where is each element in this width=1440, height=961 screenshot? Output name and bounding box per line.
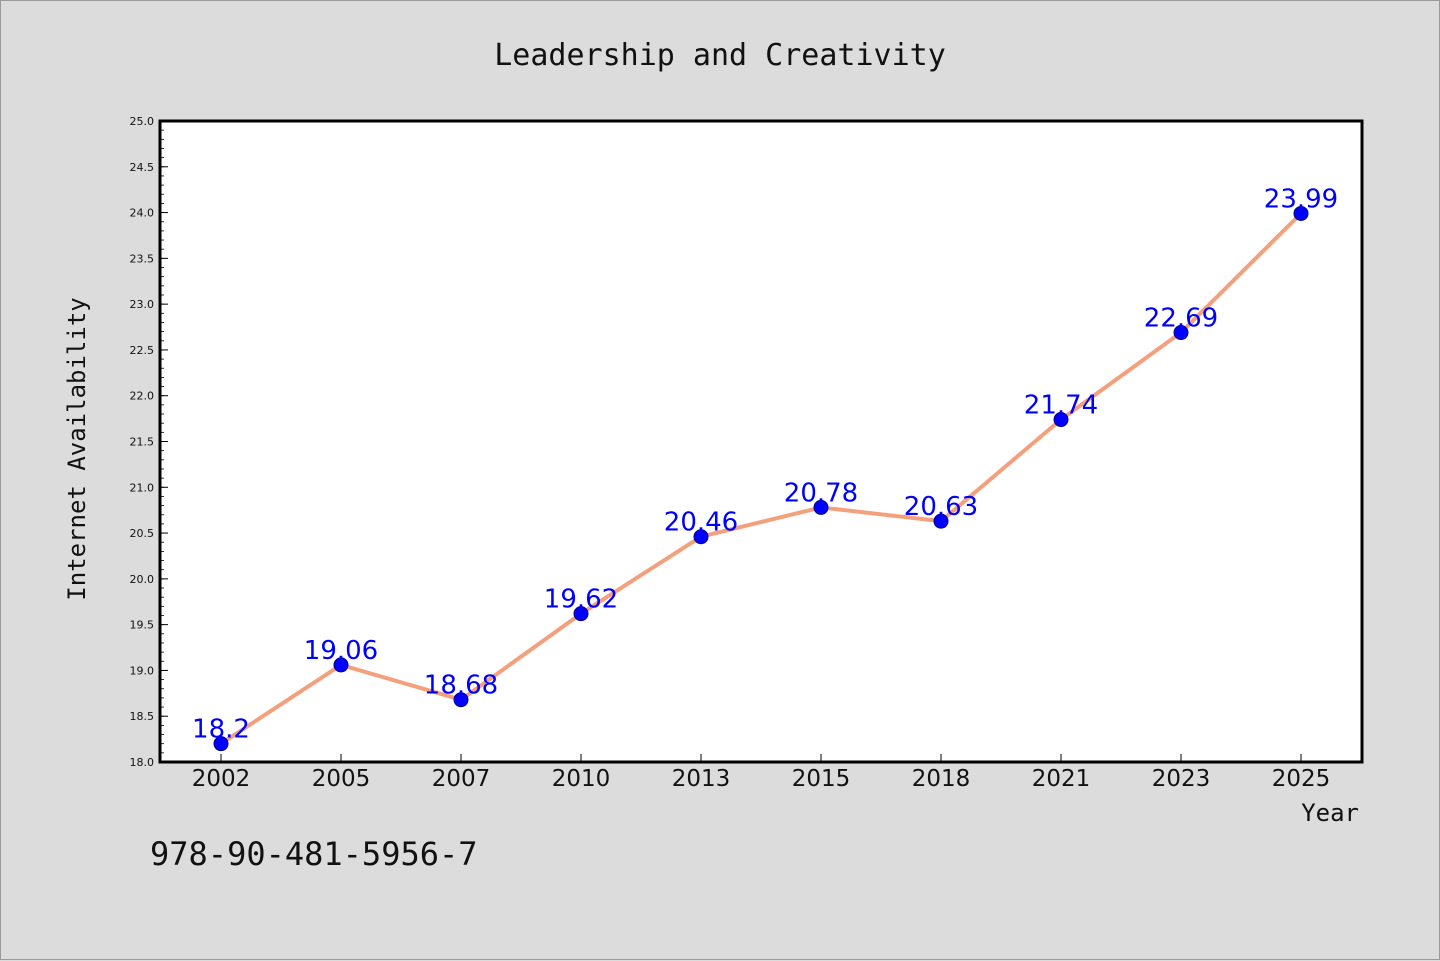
data-label: 18.2	[192, 715, 250, 745]
data-markers	[213, 205, 1309, 752]
y-tick-label: 19.0	[130, 664, 155, 677]
data-label: 19.62	[544, 585, 618, 615]
y-axis-ticks: 18.0 18.5 19.0 19.5 20.0 20.5 21.0 21.5 22.0 22.5…	[130, 115, 168, 769]
data-point	[573, 606, 589, 622]
x-tick-label: 2007	[432, 766, 491, 792]
x-axis-ticks: 2002 2005 2007 2010 2013 2015 2018 2021 2023 2025	[192, 754, 1331, 792]
y-tick-label: 25.0	[130, 115, 155, 128]
x-tick-label: 2010	[552, 766, 611, 792]
data-label: 23.99	[1264, 184, 1338, 214]
data-label: 19.06	[304, 636, 378, 666]
y-tick-label: 20.5	[130, 527, 155, 540]
y-tick-label: 21.0	[130, 481, 155, 494]
x-tick-label: 2021	[1032, 766, 1091, 792]
x-axis-label: Year	[1301, 799, 1359, 827]
data-point	[1053, 412, 1069, 428]
data-labels: 18.2 19.06 18.68 19.62 20.46 20.78 20.63 21.74 2…	[192, 184, 1338, 744]
x-tick-label: 2023	[1152, 766, 1211, 792]
chart-title: Leadership and Creativity	[494, 38, 946, 73]
y-tick-label: 23.5	[130, 252, 155, 265]
data-label: 20.78	[784, 478, 858, 508]
data-point	[453, 692, 469, 708]
x-tick-label: 2025	[1272, 766, 1331, 792]
y-tick-label: 19.5	[130, 619, 155, 632]
plot-area	[160, 121, 1362, 762]
x-tick-label: 2015	[792, 766, 851, 792]
data-label: 21.74	[1024, 391, 1098, 421]
x-tick-label: 2005	[312, 766, 371, 792]
y-tick-label: 23.0	[130, 298, 155, 311]
data-point	[693, 529, 709, 545]
y-tick-label: 22.0	[130, 390, 155, 403]
data-label: 20.46	[664, 508, 738, 538]
data-point	[333, 657, 349, 673]
x-tick-label: 2002	[192, 766, 251, 792]
x-tick-label: 2018	[912, 766, 971, 792]
data-point	[213, 736, 229, 752]
y-tick-label: 20.0	[130, 573, 155, 586]
data-label: 20.63	[904, 492, 978, 522]
y-tick-label: 21.5	[130, 436, 155, 449]
y-tick-label: 18.0	[130, 756, 155, 769]
y-tick-label: 18.5	[130, 710, 155, 723]
y-axis-label: Internet Availability	[63, 297, 91, 600]
y-tick-label: 24.0	[130, 207, 155, 220]
y-tick-label: 24.5	[130, 161, 155, 174]
data-point	[933, 513, 949, 529]
isbn-footer: 978-90-481-5956-7	[150, 835, 478, 873]
data-point	[1293, 205, 1309, 221]
data-label: 22.69	[1144, 304, 1218, 334]
plot-frame	[158, 119, 1364, 764]
data-point	[813, 499, 829, 515]
data-label: 18.68	[424, 671, 498, 701]
x-tick-label: 2013	[672, 766, 731, 792]
y-tick-label: 22.5	[130, 344, 155, 357]
series-line	[219, 211, 1303, 746]
data-point	[1173, 325, 1189, 341]
